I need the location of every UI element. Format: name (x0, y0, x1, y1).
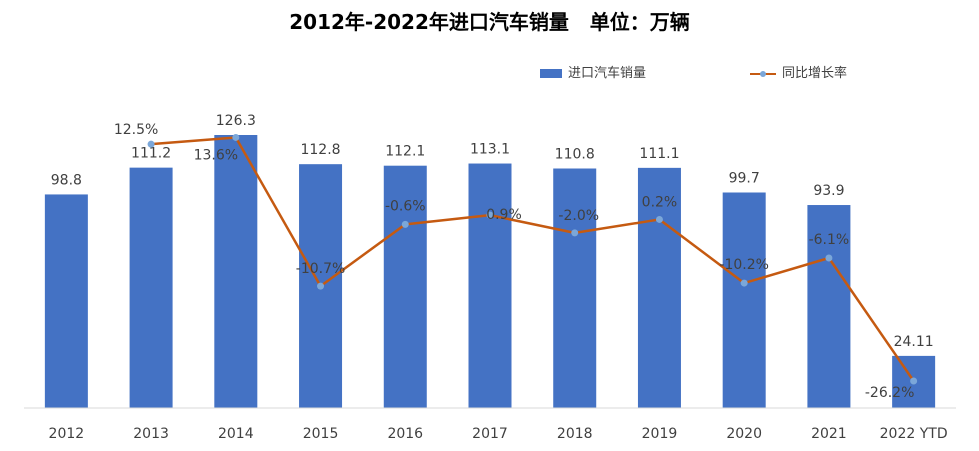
bar-value-label: 99.7 (729, 170, 760, 186)
x-tick-label: 2019 (642, 426, 678, 442)
legend-label-bars: 进口汽车销量 (568, 66, 647, 81)
x-tick-label: 2015 (303, 426, 339, 442)
growth-rate-label: -10.7% (296, 261, 346, 277)
growth-rate-label: -26.2% (865, 385, 915, 401)
x-tick-label: 2018 (557, 426, 593, 442)
growth-rate-label: 13.6% (194, 147, 238, 163)
bar-2021 (807, 205, 851, 408)
bar-2013 (129, 167, 173, 408)
bar-2017 (468, 163, 512, 408)
x-tick-label: 2016 (387, 426, 423, 442)
bar-2019 (637, 167, 681, 408)
chart-title: 2012年-2022年进口汽车销量 单位：万辆 (289, 10, 690, 34)
x-tick-label: 2022 YTD (880, 426, 948, 442)
bar-2018 (553, 168, 597, 408)
bar-value-label: 111.1 (639, 146, 679, 162)
growth-rate-label: 12.5% (114, 122, 158, 138)
bar-value-label: 111.2 (131, 146, 171, 162)
bar-2016 (383, 165, 427, 408)
legend-line-swatch (750, 70, 776, 77)
growth-rate-label: -0.6% (385, 198, 426, 214)
x-tick-label: 2012 (49, 426, 85, 442)
growth-rate-label: 0.2% (642, 194, 678, 210)
growth-rate-label: -10.2% (719, 257, 769, 273)
growth-rate-point (571, 229, 579, 237)
legend-item-line: 同比增长率 (750, 62, 847, 81)
growth-rate-point (655, 215, 663, 223)
bar-value-label: 112.8 (300, 142, 340, 158)
growth-rate-point (317, 282, 325, 290)
bar-value-label: 24.11 (894, 334, 934, 350)
growth-rate-point (486, 211, 494, 219)
growth-rate-point (147, 140, 155, 148)
bar-value-label: 93.9 (813, 183, 844, 199)
bar-value-label: 110.8 (555, 147, 595, 163)
growth-rate-point (232, 133, 240, 141)
growth-rate-label: -2.0% (558, 208, 599, 224)
bar-value-label: 112.1 (385, 144, 425, 160)
growth-rate-point (740, 279, 748, 287)
bar-2014 (214, 135, 258, 408)
x-tick-label: 2021 (811, 426, 847, 442)
legend-item-bars: 进口汽车销量 (540, 62, 646, 81)
legend-label-line: 同比增长率 (782, 66, 848, 81)
bar-value-label: 126.3 (216, 113, 256, 129)
bar-value-label: 113.1 (470, 142, 510, 158)
bar-value-label: 98.8 (51, 172, 82, 188)
growth-rate-point (401, 220, 409, 228)
bar-2012 (44, 194, 88, 408)
x-tick-label: 2017 (472, 426, 508, 442)
x-tick-label: 2013 (133, 426, 169, 442)
growth-rate-label: -6.1% (809, 232, 850, 248)
bar-2020 (722, 192, 766, 408)
growth-rate-point (910, 377, 918, 385)
x-tick-label: 2014 (218, 426, 254, 442)
growth-rate-line (150, 136, 915, 382)
x-tick-label: 2020 (726, 426, 762, 442)
growth-rate-point (825, 254, 833, 262)
legend-bar-swatch (540, 69, 562, 78)
growth-rate-label: 0.9% (486, 207, 522, 223)
